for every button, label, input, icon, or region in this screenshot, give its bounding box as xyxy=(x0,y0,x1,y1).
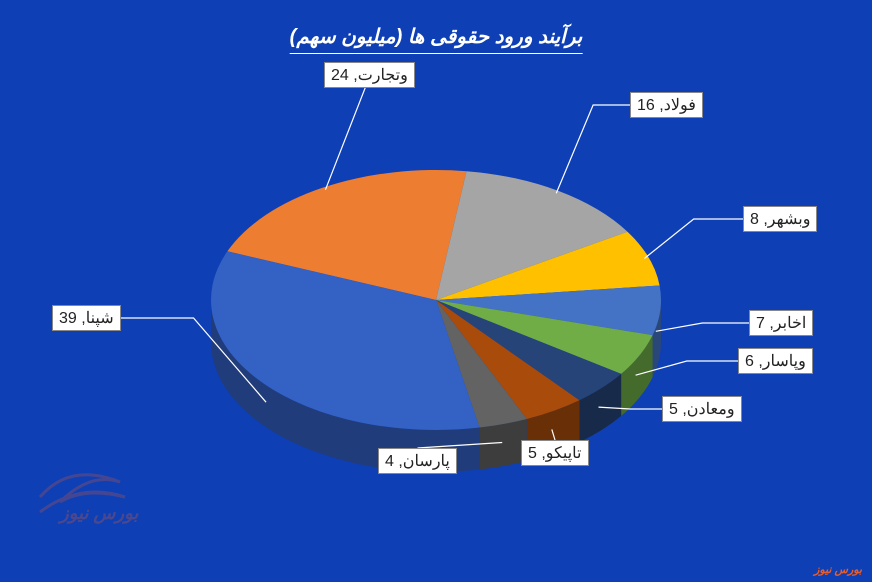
leader-line xyxy=(656,323,749,331)
leader-line xyxy=(552,429,555,440)
leader-line xyxy=(121,318,266,402)
footer-credit: بورس نیوز xyxy=(814,563,862,576)
watermark-logo: بورس نیوز xyxy=(30,457,140,532)
slice-label: تاپیکو, 5 xyxy=(521,440,589,466)
leader-line xyxy=(636,361,738,375)
leader-line xyxy=(644,219,743,258)
slice-label: وتجارت, 24 xyxy=(324,62,415,88)
leader-line xyxy=(556,105,630,193)
svg-text:بورس نیوز: بورس نیوز xyxy=(57,503,139,524)
slice-label: پارسان, 4 xyxy=(378,448,457,474)
slice-label: ومعادن, 5 xyxy=(662,396,742,422)
slice-label: فولاد, 16 xyxy=(630,92,703,118)
slice-label: وبشهر, 8 xyxy=(743,206,817,232)
leader-line xyxy=(325,80,415,190)
slice-label: وپاسار, 6 xyxy=(738,348,813,374)
slice-label: اخابر, 7 xyxy=(749,310,813,336)
chart-title: برآیند ورود حقوقی ها (میلیون سهم) xyxy=(290,24,583,54)
leader-line xyxy=(599,407,662,409)
slice-label: شپنا, 39 xyxy=(52,305,121,331)
